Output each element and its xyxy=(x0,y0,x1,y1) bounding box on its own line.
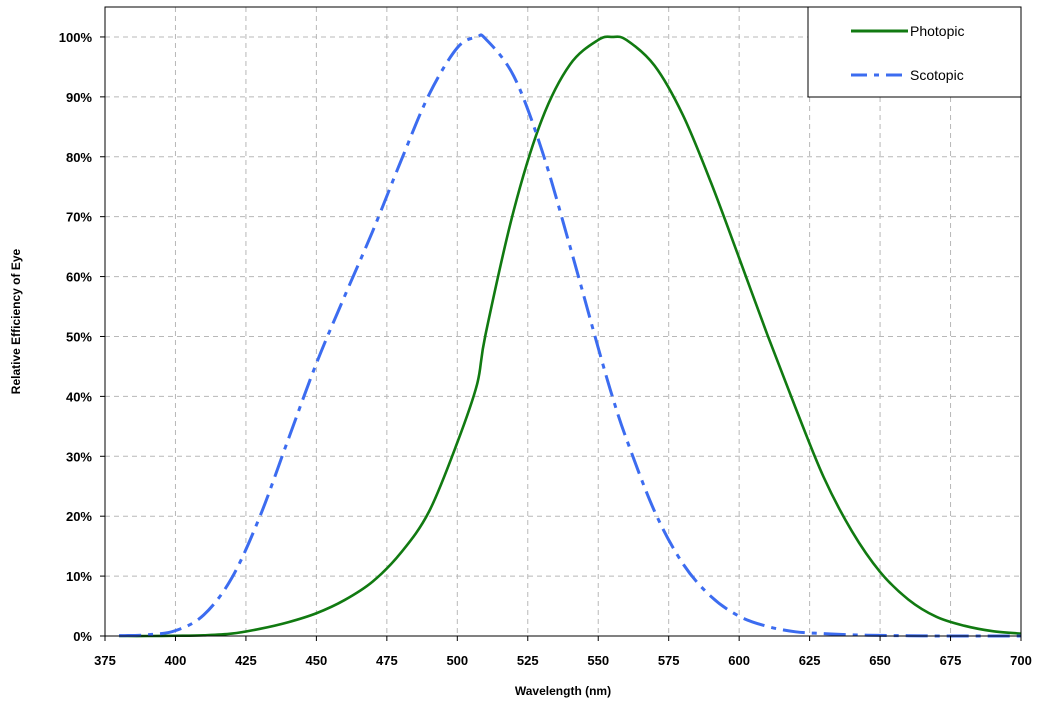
legend-entry-scotopic: Scotopic xyxy=(910,67,964,83)
x-axis-ticks: 375 400 425 450 475 500 525 550 575 600 625 650 675 7… xyxy=(94,636,1032,668)
y-tick-label: 0% xyxy=(73,629,92,644)
x-tick-label: 625 xyxy=(799,653,821,668)
x-tick-label: 450 xyxy=(306,653,328,668)
y-tick-label: 20% xyxy=(66,509,92,524)
y-axis-ticks: 0% 10% 20% 30% 40% 50% 60% 70% 80% 90% 100% xyxy=(59,30,105,644)
y-tick-label: 30% xyxy=(66,449,92,464)
y-axis-label: Relative Efficiency of Eye xyxy=(9,248,23,394)
x-tick-label: 425 xyxy=(235,653,257,668)
y-tick-label: 80% xyxy=(66,150,92,165)
legend-box xyxy=(808,7,1021,97)
x-tick-label: 575 xyxy=(658,653,680,668)
y-tick-label: 100% xyxy=(59,30,93,45)
grid-lines xyxy=(105,7,1021,636)
x-tick-label: 500 xyxy=(446,653,468,668)
x-tick-label: 375 xyxy=(94,653,116,668)
legend-entry-photopic: Photopic xyxy=(910,23,964,39)
y-tick-label: 10% xyxy=(66,569,92,584)
series-lines xyxy=(119,35,1021,636)
y-tick-label: 60% xyxy=(66,270,92,285)
x-tick-label: 475 xyxy=(376,653,398,668)
series-line-scotopic xyxy=(119,35,1021,636)
x-tick-label: 700 xyxy=(1010,653,1032,668)
x-tick-label: 550 xyxy=(587,653,609,668)
y-tick-label: 50% xyxy=(66,329,92,344)
x-axis-label: Wavelength (nm) xyxy=(515,684,611,698)
x-tick-label: 525 xyxy=(517,653,539,668)
x-tick-label: 675 xyxy=(940,653,962,668)
plot-area-frame xyxy=(105,7,1021,636)
legend: Photopic Scotopic xyxy=(808,7,1021,97)
x-tick-label: 650 xyxy=(869,653,891,668)
x-tick-label: 400 xyxy=(165,653,187,668)
y-tick-label: 70% xyxy=(66,210,92,225)
series-line-photopic xyxy=(119,37,1021,636)
y-tick-label: 40% xyxy=(66,389,92,404)
y-tick-label: 90% xyxy=(66,90,92,105)
x-tick-label: 600 xyxy=(728,653,750,668)
